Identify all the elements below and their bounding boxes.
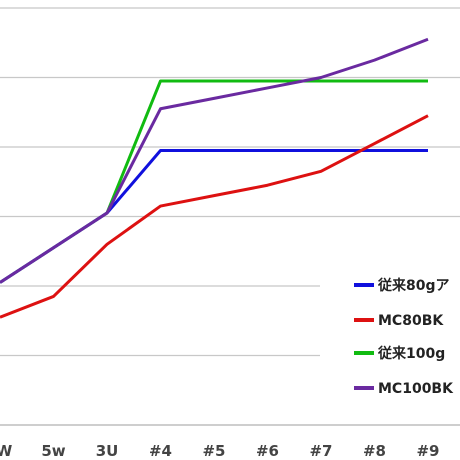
x-tick-label: #6 bbox=[256, 442, 279, 460]
x-tick-label: #7 bbox=[309, 442, 332, 460]
series-line-3 bbox=[0, 79, 428, 284]
x-tick-label: 5w bbox=[41, 442, 65, 460]
gridlines bbox=[0, 7, 460, 426]
series-lines bbox=[0, 37, 429, 319]
legend-label: MC100BK bbox=[378, 381, 454, 397]
x-tick-label: W bbox=[0, 442, 13, 460]
x-tick-label: #4 bbox=[149, 442, 172, 460]
x-axis-tick-labels: W 5w 3U #4 #5 #6 #7 #8 #9 bbox=[0, 442, 440, 460]
legend-label: MC80BK bbox=[378, 313, 444, 329]
x-tick-label: 3U bbox=[96, 442, 119, 460]
legend-label: 従来100g bbox=[377, 345, 445, 362]
legend-label: 従来80gア bbox=[377, 277, 450, 294]
legend: 従来80gア MC80BK 従来100g MC100BK bbox=[340, 255, 460, 415]
series-line-2 bbox=[0, 114, 429, 319]
x-tick-label: #5 bbox=[202, 442, 225, 460]
x-tick-label: #8 bbox=[363, 442, 386, 460]
x-tick-label: #9 bbox=[416, 442, 439, 460]
series-line-4 bbox=[0, 37, 429, 284]
